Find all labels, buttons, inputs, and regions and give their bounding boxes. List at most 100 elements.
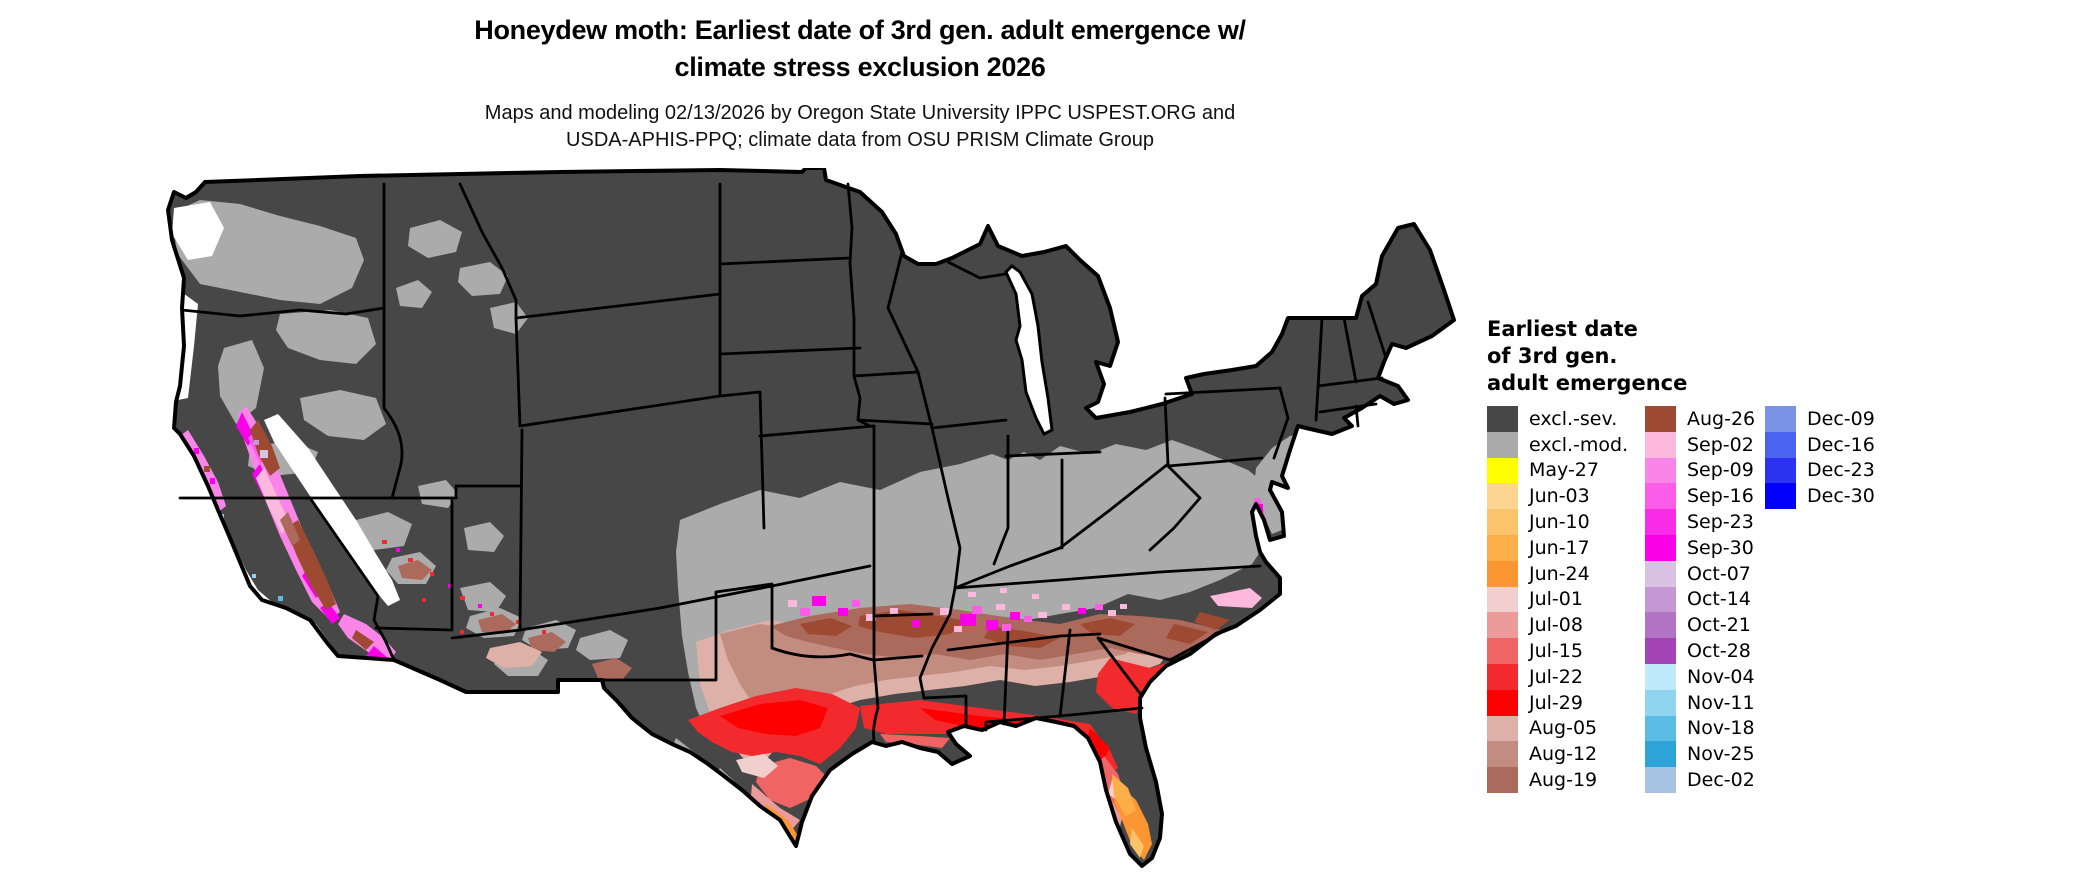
legend-entry-Aug-12: Aug-12 [1487,741,1628,768]
legend-swatch [1487,663,1518,690]
legend-entry-Oct-07: Oct-07 [1645,560,1755,587]
map-legend: Earliest date of 3rd gen. adult emergenc… [1487,316,1917,793]
map-dot [204,466,210,472]
legend-entry-Dec-09: Dec-09 [1765,406,1875,432]
legend-swatch [1645,663,1676,690]
legend-column: Dec-09 Dec-16 Dec-23 Dec-30 [1765,406,1875,510]
legend-entry-Jul-08: Jul-08 [1487,612,1628,639]
legend-label: Dec-23 [1807,459,1875,482]
legend-swatch [1645,509,1676,535]
legend-entry-Dec-23: Dec-23 [1765,457,1875,484]
legend-swatch [1487,534,1518,561]
legend-label: Oct-14 [1687,588,1751,611]
legend-swatch [1645,431,1676,458]
legend-swatch [1645,586,1676,613]
legend-swatch [1487,612,1518,639]
map-region-jul29-cores [720,700,1110,762]
map-region-aug26-cores [800,610,1230,648]
map-speckles-sep16 [800,600,1103,631]
state-borders [178,182,1388,742]
legend-entry-Aug-19: Aug-19 [1487,767,1628,793]
map-region-excluded-moderate [300,390,386,440]
legend-entry-excl.-mod.: excl.-mod. [1487,431,1628,458]
legend-label: Jul-15 [1529,640,1583,663]
map-region-ca-brown-cores [250,420,336,610]
page-title: Honeydew moth: Earliest date of 3rd gen.… [280,12,1440,86]
legend-column: excl.-sev. excl.-mod. May-27 Jun-03 Jun-10 Ju… [1487,406,1628,793]
legend-entry-Sep-30: Sep-30 [1645,534,1755,561]
legend-label: Jul-01 [1529,588,1583,611]
legend-label: Sep-30 [1687,536,1754,559]
title-line-1: Honeydew moth: Earliest date of 3rd gen.… [474,15,1246,45]
legend-entry-Sep-09: Sep-09 [1645,457,1755,484]
map-region-excluded-moderate [354,220,628,676]
legend-entry-Sep-16: Sep-16 [1645,483,1755,510]
map-region-jul15 [756,734,1126,812]
map-region-jun24 [766,784,1152,860]
legend-label: Aug-26 [1687,407,1756,430]
legend-swatch [1645,767,1676,793]
legend-swatch [1645,715,1676,742]
us-map-svg [166,166,1456,868]
map-region-vanc-pink [1210,588,1262,608]
legend-entry-Sep-23: Sep-23 [1645,509,1755,535]
legend-label: Dec-16 [1807,433,1875,456]
legend-entry-Jul-22: Jul-22 [1487,663,1628,690]
legend-label: Jun-17 [1529,536,1590,559]
map-speckles-sep02 [788,588,1127,632]
legend-label: Sep-02 [1687,433,1754,456]
legend-entry-Sep-02: Sep-02 [1645,431,1755,458]
map-region-jun17 [1112,774,1136,816]
legend-swatch [1487,457,1518,484]
map-fill-layers [168,168,1454,866]
legend-label: Oct-21 [1687,614,1751,637]
legend-entry-excl.-sev.: excl.-sev. [1487,406,1628,432]
legend-swatch [1765,431,1796,458]
lake-michigan [1004,264,1054,437]
legend-entry-Nov-18: Nov-18 [1645,715,1755,742]
legend-entry-Oct-21: Oct-21 [1645,612,1755,639]
legend-entry-Dec-30: Dec-30 [1765,483,1875,510]
map-region-socal-brown [352,630,374,650]
legend-swatch [1645,457,1676,484]
legend-label: May-27 [1529,459,1599,482]
legend-swatch [1487,509,1518,535]
legend-swatch [1765,483,1796,510]
us-choropleth-map [160,166,1470,892]
legend-label: Jul-22 [1529,665,1583,688]
map-region-excluded-moderate [276,310,376,364]
legend-swatch [1487,406,1518,432]
legend-swatch [1487,741,1518,768]
legend-entry-Jun-24: Jun-24 [1487,560,1628,587]
legend-label: excl.-sev. [1529,407,1618,430]
map-region-az-browns [398,560,632,680]
legend-entry-Jun-10: Jun-10 [1487,509,1628,535]
legend-swatch [1645,689,1676,716]
legend-swatch [1487,638,1518,664]
legend-entry-Dec-16: Dec-16 [1765,431,1875,458]
legend-columns: excl.-sev. excl.-mod. May-27 Jun-03 Jun-10 Ju… [1487,406,1917,793]
legend-label: Dec-02 [1687,769,1755,792]
legend-column: Aug-26 Sep-02 Sep-09 Sep-16 Sep-23 Sep-30 Oct-… [1645,406,1755,793]
legend-entry-Dec-02: Dec-02 [1645,767,1755,793]
legend-label: Sep-09 [1687,459,1754,482]
map-region-ca-magenta [236,412,340,624]
map-region-az-dusty [486,642,542,668]
legend-label: Nov-04 [1687,665,1755,688]
legend-entry-Nov-11: Nov-11 [1645,689,1755,716]
map-region-ca-northcoast-dots [194,448,215,484]
legend-swatch [1645,612,1676,639]
title-line-2: climate stress exclusion 2026 [674,52,1046,82]
legend-entry-Nov-25: Nov-25 [1645,741,1755,768]
legend-entry-Jun-03: Jun-03 [1487,483,1628,510]
legend-swatch [1645,534,1676,561]
legend-label: Nov-18 [1687,717,1755,740]
legend-swatch [1765,457,1796,484]
legend-label: Nov-11 [1687,691,1755,714]
legend-label: Aug-05 [1529,717,1598,740]
legend-swatch [1487,483,1518,510]
map-region-jun10 [778,820,1144,858]
legend-label: Sep-16 [1687,485,1754,508]
legend-label: Jun-10 [1529,511,1590,534]
legend-swatch [1765,406,1796,432]
